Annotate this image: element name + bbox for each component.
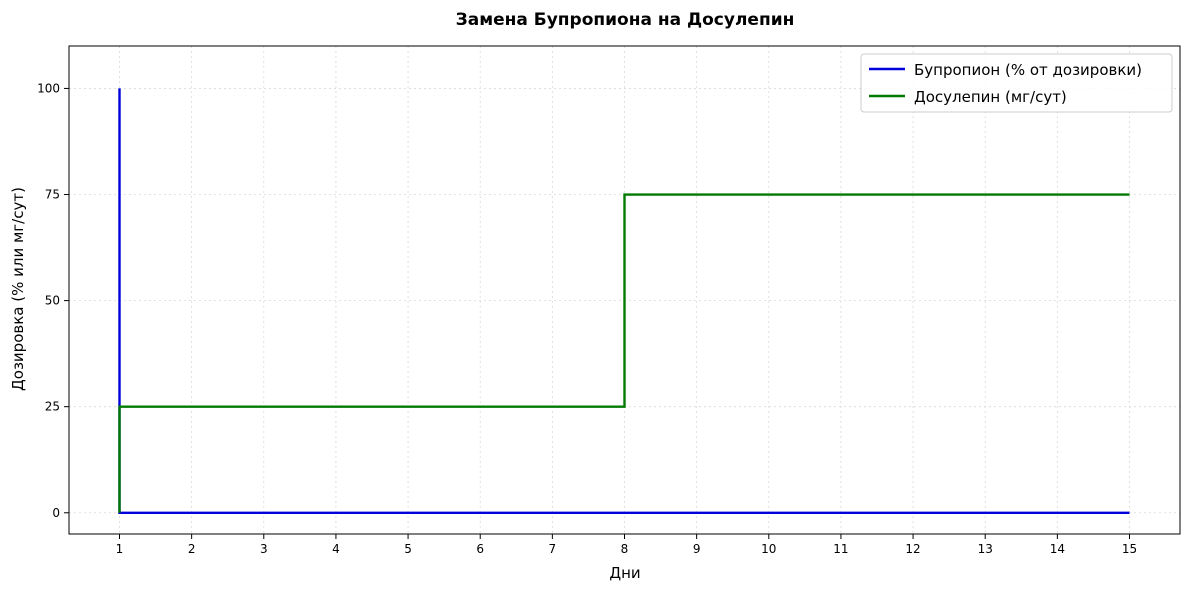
x-tick-label: 14 — [1050, 542, 1065, 556]
series-line-dosulepin — [118, 193, 1130, 513]
legend: Бупропион (% от дозировки) Досулепин (мг… — [860, 53, 1173, 113]
x-tick-label: 10 — [761, 542, 776, 556]
series-layer — [118, 88, 1130, 514]
x-tick-label: 6 — [476, 542, 484, 556]
x-tick-label: 9 — [693, 542, 701, 556]
y-tick-label: 0 — [52, 506, 60, 520]
x-tick-label: 1 — [116, 542, 124, 556]
y-tick-label: 50 — [45, 294, 60, 308]
y-tick-label: 25 — [45, 400, 60, 414]
x-tick-label: 5 — [404, 542, 412, 556]
x-tick-label: 4 — [332, 542, 340, 556]
x-tick-label: 13 — [978, 542, 993, 556]
x-tick-label: 15 — [1122, 542, 1137, 556]
x-tick-label: 8 — [621, 542, 629, 556]
x-tick-label: 12 — [905, 542, 920, 556]
x-axis-label: Дни — [609, 564, 640, 582]
legend-label-dosulepin: Досулепин (мг/сут) — [914, 88, 1067, 106]
y-axis-label: Дозировка (% или мг/сут) — [9, 187, 27, 391]
x-tick-label: 2 — [188, 542, 196, 556]
y-tick-label: 100 — [37, 81, 60, 95]
y-tick-label: 75 — [45, 188, 60, 202]
legend-label-bupropion: Бупропион (% от дозировки) — [914, 61, 1142, 79]
x-tick-label: 11 — [833, 542, 848, 556]
x-tick-label: 3 — [260, 542, 268, 556]
chart-title: Замена Бупропиона на Досулепин — [456, 10, 795, 30]
legend-box — [860, 53, 1173, 113]
x-tick-label: 7 — [549, 542, 557, 556]
